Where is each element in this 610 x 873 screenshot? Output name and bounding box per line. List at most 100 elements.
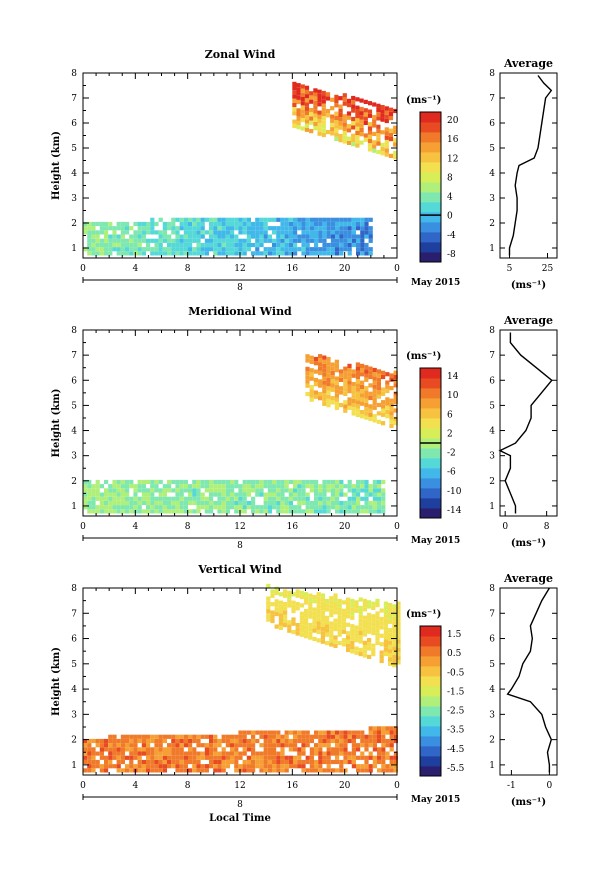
cell-low-layer [309,230,314,235]
cell-upper-layer [326,394,331,399]
cell-low-layer [175,251,180,256]
cell-upper-layer [367,604,372,609]
cell-upper-layer [300,101,305,106]
cell-low-layer [246,730,251,735]
cell-low-layer [167,234,172,239]
cell-low-layer [389,738,394,744]
cell-upper-layer [392,642,397,647]
cell-low-layer [99,221,104,227]
cell-low-layer [322,751,327,756]
cell-low-layer [162,221,167,227]
cell-upper-layer [381,404,386,409]
colorbar-segment [420,716,441,727]
cell-upper-layer [362,653,367,658]
cell-low-layer [141,221,146,227]
cell-low-layer [99,743,104,748]
cell-upper-layer [379,658,384,664]
cell-upper-layer [291,592,296,597]
y-tick-label: 5 [71,401,77,411]
cell-upper-layer [292,90,297,95]
cell-low-layer [171,734,176,739]
cell-low-layer [158,743,163,748]
cell-low-layer [385,730,390,735]
cell-upper-layer [396,643,401,648]
cell-low-layer [167,238,172,243]
cell-low-layer [246,764,251,769]
cell-upper-layer [316,600,321,605]
cell-low-layer [242,738,247,744]
cell-low-layer [154,496,159,501]
cell-upper-layer [343,383,348,388]
cell-low-layer [221,768,226,773]
cell-low-layer [108,505,113,510]
cell-low-layer [335,738,340,744]
cell-low-layer [192,217,197,222]
cell-upper-layer [270,618,275,624]
average-y-tick-label: 4 [489,169,495,179]
cell-upper-layer [337,611,342,616]
cell-low-layer [255,751,260,756]
cell-low-layer [104,759,109,765]
cell-upper-layer [355,387,360,392]
cell-low-layer [116,755,121,760]
cell-low-layer [267,730,272,735]
cell-low-layer [305,251,310,256]
cell-upper-layer [371,652,376,657]
average-y-tick-label: 8 [489,584,495,594]
cell-low-layer [120,238,125,243]
cell-low-layer [217,764,222,769]
cell-low-layer [309,226,314,231]
cell-upper-layer [318,358,323,363]
cell-low-layer [146,755,151,760]
cell-low-layer [293,509,298,514]
cell-upper-layer [299,620,304,625]
cell-low-layer [158,251,163,256]
cell-low-layer [318,230,323,235]
cell-low-layer [347,751,352,756]
cell-upper-layer [309,116,314,121]
cell-low-layer [347,479,352,485]
cell-low-layer [230,505,235,510]
cell-low-layer [368,226,373,231]
cell-low-layer [95,234,100,239]
cell-low-layer [83,755,88,760]
cell-upper-layer [337,624,342,629]
cell-low-layer [372,484,377,489]
cell-low-layer [188,217,193,222]
colorbar-tick-label: -2.5 [447,707,465,717]
cell-low-layer [276,226,281,231]
cell-low-layer [150,238,155,243]
cell-low-layer [104,488,109,493]
cell-upper-layer [350,598,355,604]
cell-upper-layer [388,628,393,633]
cell-upper-layer [372,140,377,145]
cell-low-layer [242,734,247,739]
cell-low-layer [129,755,134,760]
cell-upper-layer [351,133,356,138]
cell-upper-layer [346,631,351,636]
cell-low-layer [360,221,365,227]
cell-upper-layer [379,625,384,630]
cell-low-layer [267,738,272,744]
cell-low-layer [259,743,264,748]
cell-low-layer [133,743,138,748]
cell-low-layer [234,505,239,510]
cell-low-layer [288,743,293,748]
cell-upper-layer [295,602,300,607]
colorbar-tick-label: -10 [447,487,462,497]
cell-low-layer [175,230,180,235]
cell-low-layer [104,242,109,248]
cell-low-layer [204,238,209,243]
cell-upper-layer [350,649,355,654]
cell-low-layer [120,234,125,239]
cell-low-layer [225,505,230,510]
cell-upper-layer [316,592,321,597]
cell-low-layer [284,738,289,744]
cell-upper-layer [367,621,372,626]
cell-low-layer [171,743,176,748]
colorbar-tick-label: 12 [447,154,458,164]
cell-low-layer [305,500,310,506]
cell-low-layer [284,496,289,501]
cell-upper-layer [309,129,314,134]
cell-low-layer [263,247,268,252]
